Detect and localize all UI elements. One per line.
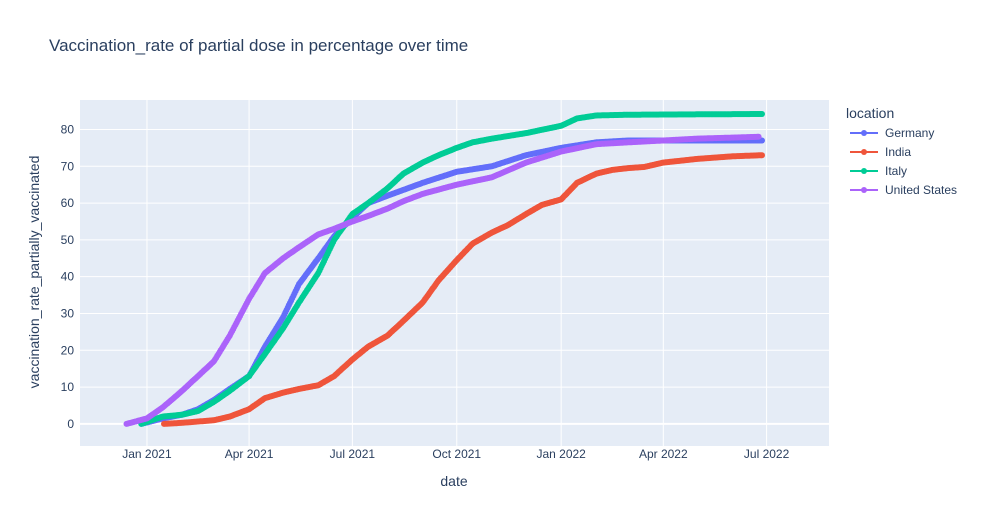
y-tick-label: 80 — [61, 122, 75, 136]
x-tick-label: Apr 2021 — [225, 447, 274, 461]
legend-item-germany[interactable]: Germany — [850, 126, 934, 140]
legend-marker-swatch — [861, 130, 867, 136]
x-tick-label: Jul 2022 — [744, 447, 790, 461]
legend-marker-swatch — [861, 149, 867, 155]
series-india — [161, 152, 765, 427]
x-axis-title: date — [440, 473, 467, 489]
legend[interactable]: location Germany India Italy United States — [846, 105, 957, 197]
legend-label: Germany — [885, 126, 934, 140]
legend-item-united-states[interactable]: United States — [850, 183, 957, 197]
grid — [80, 100, 829, 446]
x-tick-label: Jan 2022 — [536, 447, 586, 461]
legend-item-italy[interactable]: Italy — [850, 164, 907, 178]
series-layer — [123, 111, 765, 427]
x-tick-label: Jul 2021 — [330, 447, 376, 461]
legend-title: location — [846, 105, 894, 121]
y-tick-label: 40 — [61, 270, 75, 284]
x-tick-label: Apr 2022 — [639, 447, 688, 461]
y-tick-label: 0 — [67, 417, 74, 431]
y-tick-label: 50 — [61, 233, 75, 247]
data-point — [759, 111, 765, 117]
x-tick-label: Oct 2021 — [432, 447, 481, 461]
legend-label: India — [885, 145, 911, 159]
legend-item-india[interactable]: India — [850, 145, 911, 159]
y-axis: 0 10 20 30 40 50 60 70 80 — [61, 122, 75, 430]
series-united-states — [123, 133, 762, 427]
legend-marker-swatch — [861, 168, 867, 174]
y-tick-label: 10 — [61, 380, 75, 394]
y-tick-label: 60 — [61, 196, 75, 210]
legend-marker-swatch — [861, 187, 867, 193]
y-tick-label: 20 — [61, 343, 75, 357]
legend-label: United States — [885, 183, 957, 197]
data-point — [759, 152, 765, 159]
y-tick-label: 30 — [61, 306, 75, 320]
data-point — [755, 133, 762, 140]
x-axis: Jan 2021 Apr 2021 Jul 2021 Oct 2021 Jan 2022… — [122, 447, 789, 461]
chart-title: Vaccination_rate of partial dose in perc… — [49, 36, 468, 55]
y-tick-label: 70 — [61, 159, 75, 173]
legend-label: Italy — [885, 164, 907, 178]
x-tick-label: Jan 2021 — [122, 447, 172, 461]
y-axis-title: vaccination_rate_partially_vaccinated — [26, 156, 42, 389]
